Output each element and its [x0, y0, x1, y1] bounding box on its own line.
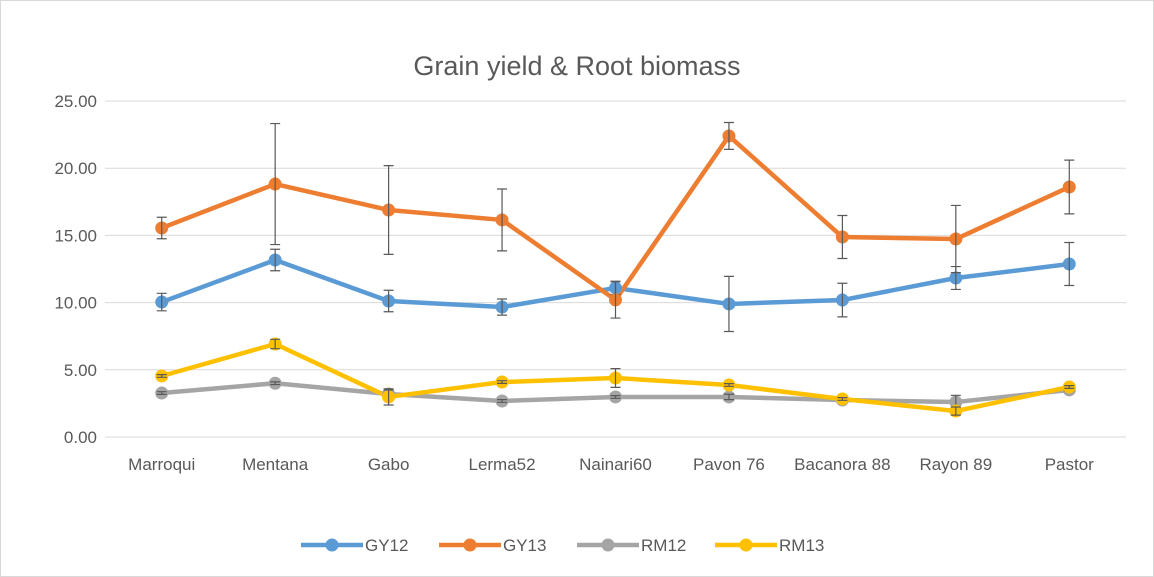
x-tick-label: Mentana: [242, 455, 309, 474]
y-tick-label: 10.00: [54, 294, 97, 313]
error-bar: [950, 406, 961, 416]
y-tick-label: 5.00: [64, 361, 97, 380]
x-tick-label: Pavon 76: [693, 455, 765, 474]
x-tick-label: Nainari60: [579, 455, 652, 474]
error-bar: [723, 383, 734, 387]
x-tick-label: Pastor: [1044, 455, 1094, 474]
error-bar: [1064, 241, 1075, 287]
error-bar: [497, 298, 508, 316]
error-bar: [723, 393, 734, 401]
legend-label: RM13: [779, 536, 824, 555]
error-bar: [610, 281, 621, 319]
error-bar: [1064, 159, 1075, 215]
error-bar: [610, 367, 621, 389]
error-bar: [383, 388, 394, 406]
error-bar: [950, 204, 961, 274]
error-bar: [497, 188, 508, 252]
y-tick-label: 20.00: [54, 159, 97, 178]
legend-marker: [739, 538, 753, 552]
error-bar: [1064, 385, 1075, 389]
error-bar: [156, 391, 167, 395]
error-bar: [270, 248, 281, 272]
error-bar: [610, 395, 621, 399]
error-bar: [497, 380, 508, 384]
legend-marker: [325, 538, 339, 552]
error-bar: [383, 165, 394, 255]
legend-label: GY12: [365, 536, 408, 555]
error-bar: [383, 289, 394, 313]
legend-label: GY13: [503, 536, 546, 555]
legend-label: RM12: [641, 536, 686, 555]
y-tick-label: 15.00: [54, 226, 97, 245]
error-bar: [270, 381, 281, 386]
y-tick-label: 0.00: [64, 428, 97, 447]
x-tick-label: Lerma52: [468, 455, 536, 474]
error-bar: [497, 399, 508, 403]
error-bar: [837, 282, 848, 318]
error-bar: [270, 338, 281, 350]
legend-marker: [601, 538, 615, 552]
error-bar: [156, 292, 167, 312]
x-tick-label: Gabo: [367, 455, 410, 474]
x-tick-label: Rayon 89: [919, 455, 993, 474]
error-bar: [156, 216, 167, 240]
x-tick-label: Bacanora 88: [794, 455, 891, 474]
legend-marker: [463, 538, 477, 552]
error-bar: [723, 275, 734, 333]
error-bar: [156, 374, 167, 378]
error-bar: [270, 122, 281, 246]
chart-title: Grain yield & Root biomass: [413, 51, 740, 81]
error-bar: [837, 214, 848, 260]
error-bar: [723, 121, 734, 150]
y-tick-label: 25.00: [54, 92, 97, 111]
x-tick-label: Marroqui: [128, 455, 196, 474]
error-bar: [837, 397, 848, 401]
